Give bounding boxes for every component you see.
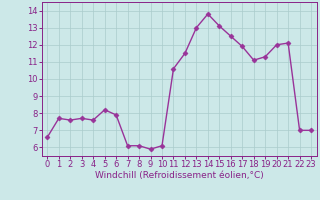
- X-axis label: Windchill (Refroidissement éolien,°C): Windchill (Refroidissement éolien,°C): [95, 171, 264, 180]
